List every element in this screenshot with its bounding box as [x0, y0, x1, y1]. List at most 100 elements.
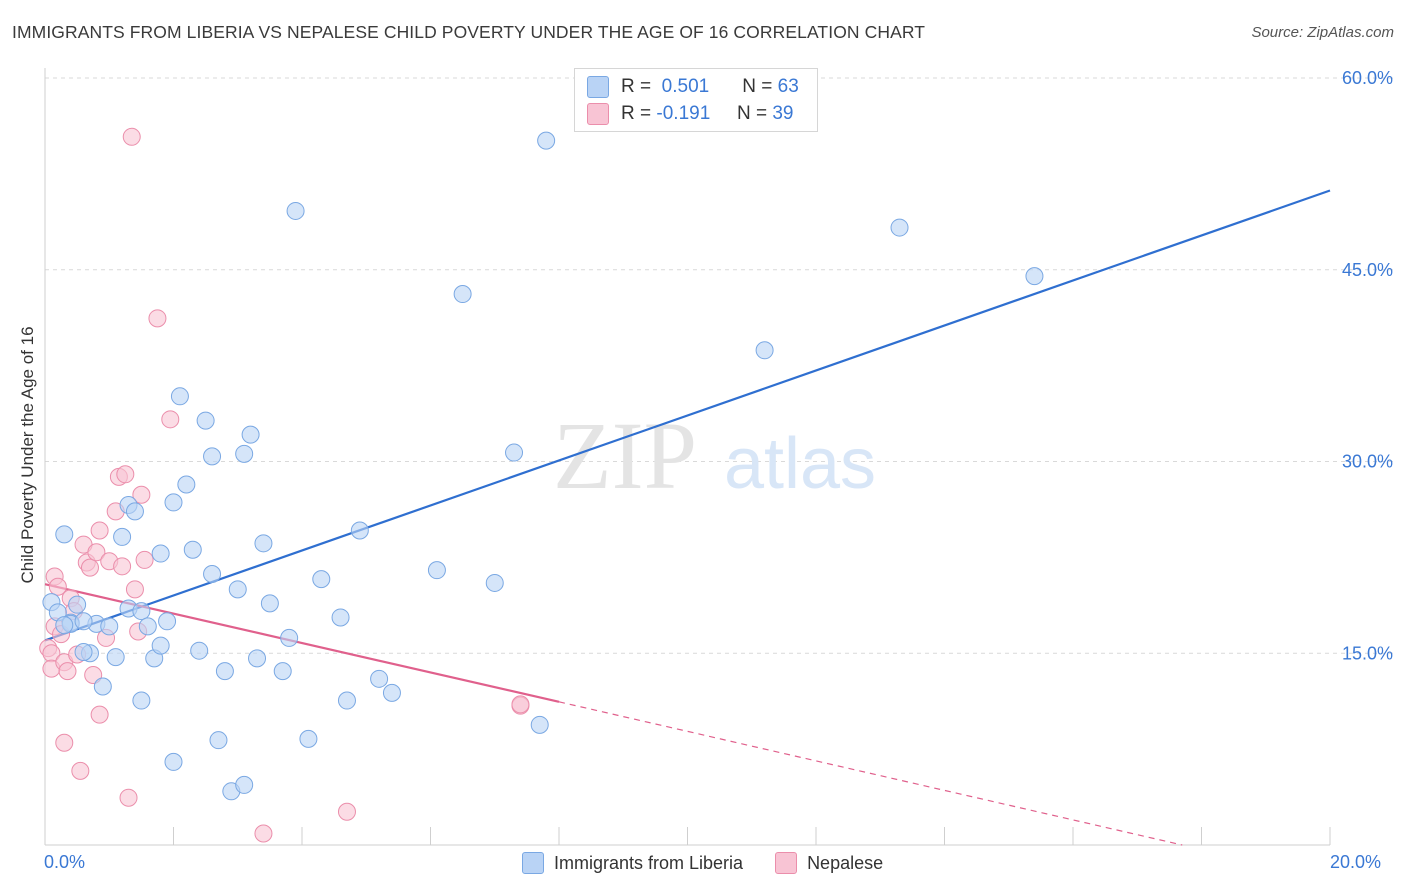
liberia-point	[299, 729, 318, 748]
liberia-point	[286, 201, 305, 220]
nepalese-point	[87, 543, 106, 562]
liberia-point	[337, 691, 356, 710]
liberia-point	[164, 493, 183, 512]
watermark: ZIP atlas	[553, 402, 876, 509]
nepalese-trend-line	[558, 701, 1183, 846]
nepalese-point	[90, 521, 109, 540]
watermark-atlas: atlas	[724, 424, 876, 504]
liberia-point	[312, 570, 331, 589]
correlation-legend: R = 0.501 N = 63 R = -0.191 N = 39	[574, 68, 818, 132]
x-max-label: 20.0%	[1330, 852, 1382, 872]
nepalese-point	[135, 550, 154, 569]
liberia-point	[755, 341, 774, 360]
nepalese-point	[119, 788, 138, 807]
liberia-point	[382, 683, 401, 702]
grid-lines	[45, 77, 1393, 654]
nepalese-swatch	[587, 103, 609, 125]
nepalese-point	[132, 485, 151, 504]
liberia-point	[203, 564, 222, 583]
liberia-point	[427, 561, 446, 580]
liberia-point	[505, 443, 524, 462]
liberia-point	[273, 662, 292, 681]
liberia-point	[93, 677, 112, 696]
liberia-point	[215, 662, 234, 681]
liberia-legend-swatch	[522, 852, 544, 874]
liberia-point	[537, 131, 556, 150]
liberia-points	[42, 131, 1044, 801]
y-tick-label: 30.0%	[1342, 452, 1393, 472]
liberia-point	[209, 731, 228, 750]
nepalese-legend-label: Nepalese	[807, 852, 884, 873]
liberia-point	[241, 425, 260, 444]
nepalese-point	[337, 802, 356, 821]
liberia-point	[203, 447, 222, 466]
liberia-point	[106, 648, 125, 667]
source-label: Source: ZipAtlas.com	[1251, 24, 1394, 41]
liberia-point	[196, 411, 215, 430]
liberia-point	[74, 642, 93, 661]
nepalese-legend-swatch	[775, 852, 798, 874]
liberia-point	[177, 475, 196, 494]
nepalese-point	[116, 465, 135, 484]
n-value-nepalese: 39	[772, 103, 794, 124]
r-value-liberia: 0.501	[661, 76, 710, 97]
liberia-point	[132, 602, 151, 621]
r-label: R =	[621, 76, 652, 97]
y-tick-label: 60.0%	[1342, 68, 1393, 88]
liberia-point	[530, 715, 549, 734]
nepalese-point	[254, 824, 273, 843]
axes	[44, 68, 1331, 846]
liberia-point	[280, 628, 299, 647]
n-label: N =	[742, 76, 773, 97]
liberia-point	[331, 608, 350, 627]
liberia-legend-label: Immigrants from Liberia	[554, 852, 744, 873]
legend-row-nepalese: R = -0.191 N = 39	[587, 103, 793, 125]
r-label: R =	[621, 103, 652, 124]
liberia-point	[68, 595, 87, 614]
nepalese-point	[90, 705, 109, 724]
legend-item-liberia: Immigrants from Liberia	[522, 852, 743, 874]
liberia-point	[370, 669, 389, 688]
liberia-swatch	[587, 76, 609, 98]
nepalese-point	[511, 695, 530, 714]
y-tick-label: 15.0%	[1342, 643, 1393, 663]
nepalese-point	[84, 665, 103, 684]
liberia-point	[254, 534, 273, 553]
liberia-point	[100, 617, 119, 636]
nepalese-point	[55, 733, 74, 752]
liberia-point	[132, 691, 151, 710]
liberia-point	[228, 580, 247, 599]
liberia-point	[235, 775, 254, 794]
liberia-point	[183, 540, 202, 559]
liberia-point	[235, 444, 254, 463]
nepalese-point	[113, 557, 132, 576]
y-tick-label: 45.0%	[1342, 260, 1393, 280]
liberia-point	[453, 285, 472, 304]
liberia-point	[170, 387, 189, 406]
nepalese-point	[161, 410, 180, 429]
liberia-point	[890, 218, 909, 237]
liberia-point	[260, 594, 279, 613]
x-min-label: 0.0%	[44, 852, 86, 872]
liberia-point	[151, 636, 170, 655]
trend-lines	[44, 189, 1331, 846]
n-value-liberia: 63	[777, 76, 799, 97]
nepalese-point	[125, 580, 144, 599]
liberia-point	[485, 573, 504, 592]
liberia-point	[125, 502, 144, 521]
nepalese-point	[148, 309, 167, 328]
nepalese-point	[58, 662, 77, 681]
legend-row-liberia: R = 0.501 N = 63	[587, 76, 799, 98]
series-legend: Immigrants from Liberia Nepalese	[522, 852, 903, 874]
liberia-point	[190, 641, 209, 660]
liberia-point	[113, 527, 132, 546]
n-label: N =	[736, 103, 768, 124]
y-tick-labels: 15.0% 30.0% 45.0% 60.0%	[1342, 68, 1393, 663]
nepalese-point	[80, 558, 99, 577]
liberia-point	[55, 525, 74, 544]
nepalese-points	[39, 127, 530, 843]
nepalese-point	[71, 761, 90, 780]
liberia-point	[248, 649, 267, 668]
liberia-point	[151, 544, 170, 563]
legend-item-nepalese: Nepalese	[775, 852, 883, 874]
